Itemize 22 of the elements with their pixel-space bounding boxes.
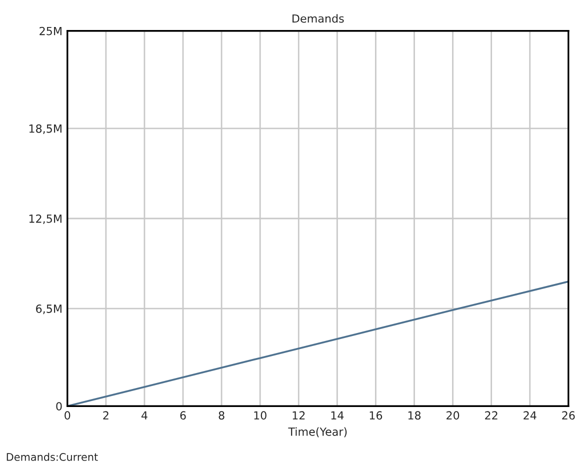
y-tick-label: 6,5M <box>36 304 62 314</box>
x-tick-label: 10 <box>254 411 266 420</box>
x-axis-title: Time(Year) <box>288 427 347 438</box>
x-tick-label: 12 <box>292 411 305 420</box>
x-tick-label: 6 <box>180 411 186 420</box>
x-tick-label: 22 <box>485 411 498 420</box>
y-tick-label: 18,5M <box>29 124 62 134</box>
y-tick-label: 0 <box>56 402 62 411</box>
x-tick-label: 18 <box>408 411 421 420</box>
x-tick-label: 26 <box>562 411 575 420</box>
x-tick-label: 20 <box>446 411 460 420</box>
x-tick-label: 16 <box>370 411 382 420</box>
x-tick-label: 0 <box>64 411 70 420</box>
y-tick-label: 25M <box>40 26 62 36</box>
chart-title: Demands <box>292 14 344 23</box>
x-tick-label: 24 <box>524 411 536 420</box>
x-tick-label: 2 <box>103 411 108 420</box>
x-tick-label: 14 <box>331 411 344 420</box>
text: Demands:Current <box>6 452 98 461</box>
y-tick-label: 12,5M <box>29 214 62 224</box>
x-tick-label: 4 <box>141 411 148 420</box>
x-tick-label: 8 <box>218 411 224 420</box>
